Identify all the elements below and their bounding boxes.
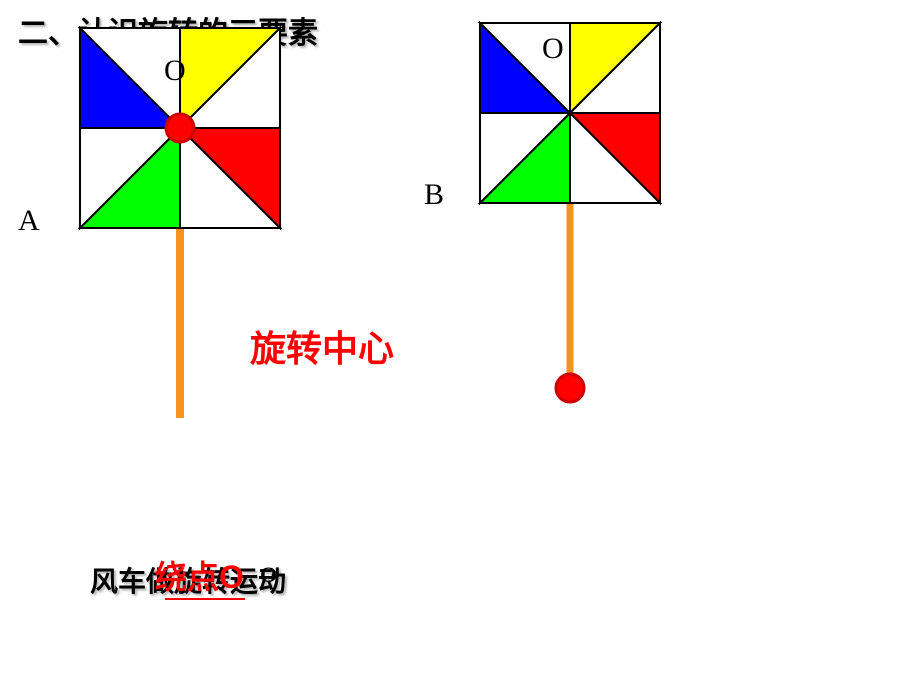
o-a-text: O: [164, 54, 186, 87]
pinwheel-a-center-o: O: [164, 54, 186, 88]
bottom-underline: [165, 598, 245, 600]
bottom-overlay-content: 绕点O: [155, 559, 244, 595]
pinwheel-a-label: A: [18, 204, 40, 238]
o-b-text: O: [542, 32, 564, 65]
bottom-extra-o: O: [260, 562, 277, 588]
label-a-text: A: [18, 204, 40, 237]
label-b-text: B: [424, 178, 444, 211]
pinwheel-b-container: B O: [430, 8, 690, 428]
rotation-center-text: 旋转中心: [250, 320, 394, 372]
center-text-content: 旋转中心: [250, 328, 394, 369]
pinwheel-b-label: B: [424, 178, 444, 212]
pinwheel-b-svg: [430, 8, 690, 428]
bottom-overlay-text: 绕点O: [155, 552, 244, 598]
bottom-extra-o-content: O: [260, 562, 277, 587]
pinwheel-b-center-o: O: [542, 32, 564, 66]
